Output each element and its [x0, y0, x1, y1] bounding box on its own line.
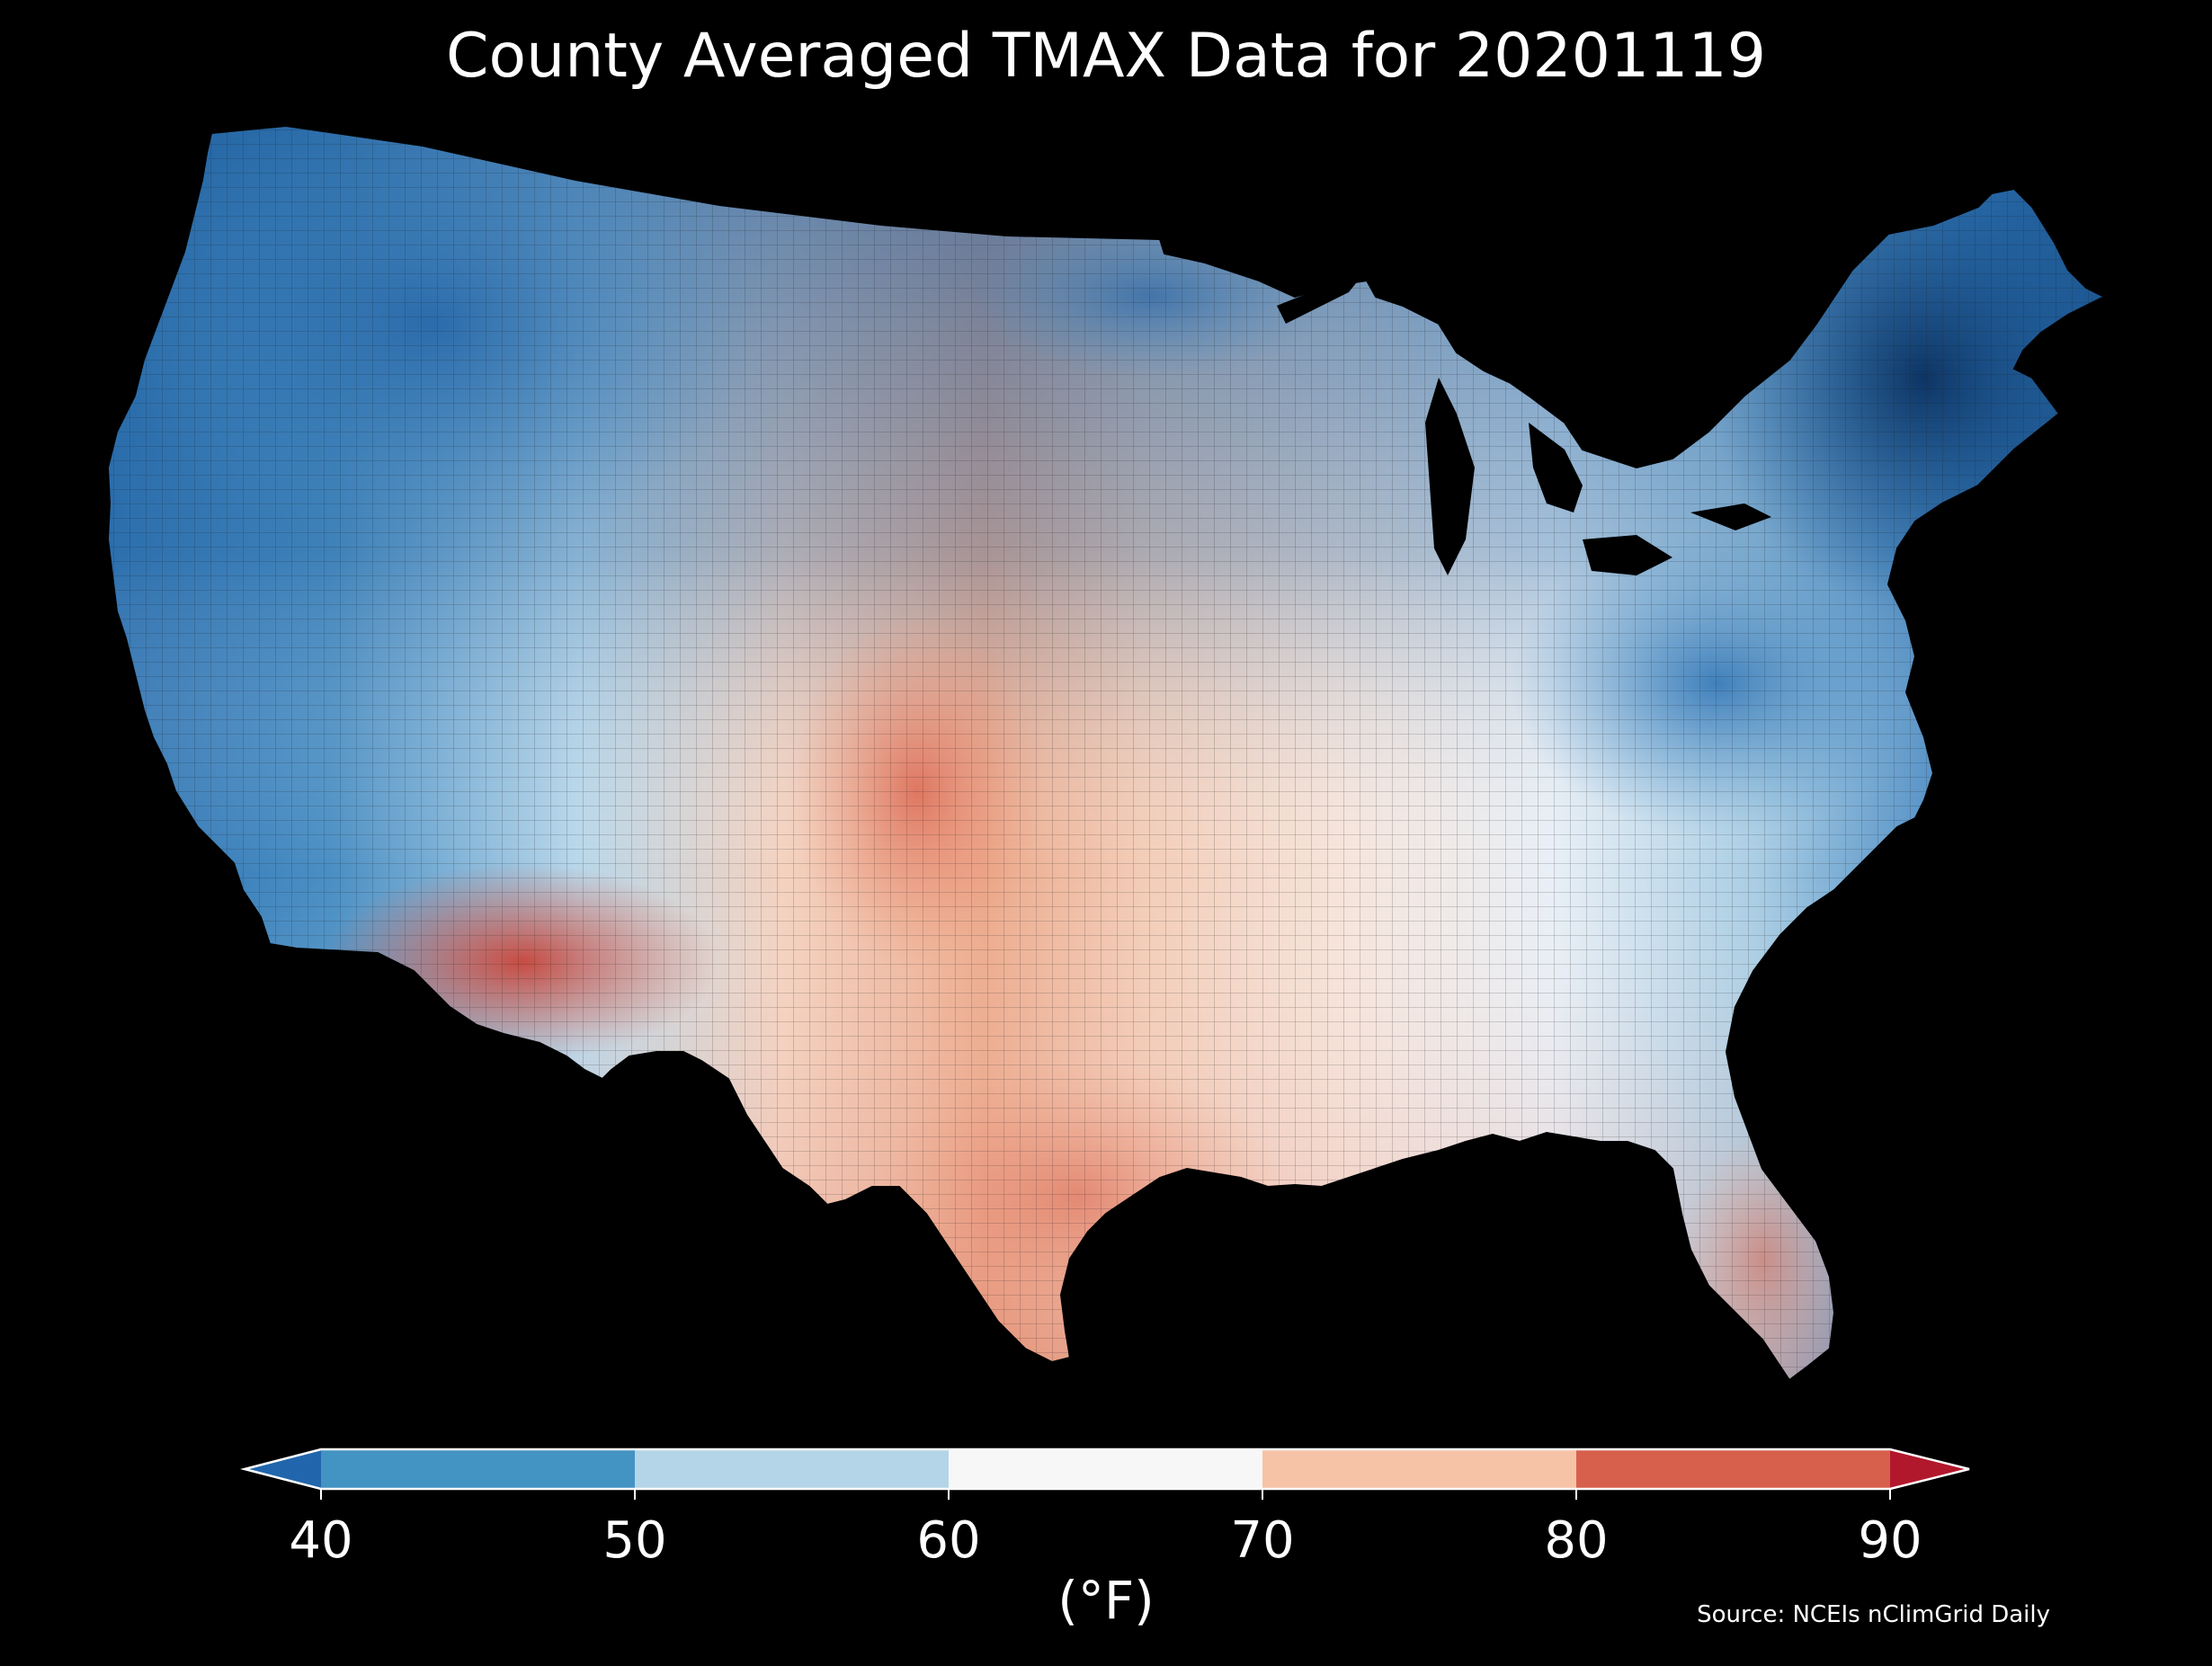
lake-erie [1583, 535, 1672, 575]
source-credit: Source: NCEIs nClimGrid Daily [1697, 1601, 2050, 1628]
colorbar-tick-label: 60 [916, 1511, 980, 1570]
colorbar-tick-label: 90 [1858, 1511, 1922, 1570]
colorbar-over-arrow [1890, 1449, 1969, 1489]
colorbar-unit-label: (°F) [1057, 1570, 1155, 1631]
lake-ontario [1690, 503, 1771, 530]
colorbar-tick-label: 50 [602, 1511, 666, 1570]
map-title: County Averaged TMAX Data for 20201119 [446, 21, 1766, 92]
colorbar-under-arrow [245, 1449, 321, 1489]
lake-superior [1277, 270, 1367, 324]
lake-huron [1529, 423, 1583, 512]
colorbar-bin [321, 1449, 635, 1489]
colorbar-bin [635, 1449, 949, 1489]
colorbar: 40 50 60 70 80 90 [240, 1448, 1970, 1570]
lake-michigan [1425, 378, 1475, 575]
colorbar-bin [949, 1449, 1262, 1489]
colorbar-bin [1262, 1449, 1576, 1489]
colorbar-tick-label: 80 [1544, 1511, 1608, 1570]
colorbar-bin [1576, 1449, 1890, 1489]
us-county-map [107, 125, 2105, 1381]
colorbar-tick-label: 70 [1230, 1511, 1294, 1570]
colorbar-tick-label: 40 [289, 1511, 352, 1570]
